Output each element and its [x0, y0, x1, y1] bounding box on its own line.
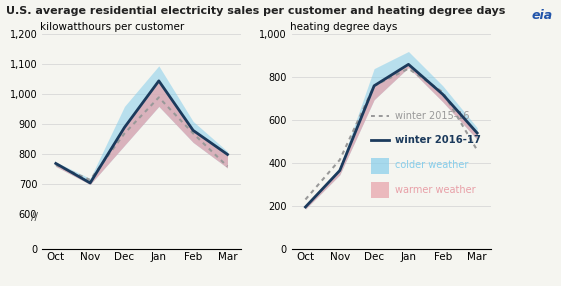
- Text: eia: eia: [531, 9, 553, 21]
- Text: U.S. average residential electricity sales per customer and heating degree days: U.S. average residential electricity sal…: [6, 6, 505, 16]
- Text: warmer weather: warmer weather: [396, 185, 476, 195]
- Bar: [371, 158, 389, 174]
- Text: //: //: [31, 212, 38, 222]
- Text: winter 2016-17: winter 2016-17: [396, 136, 481, 146]
- Bar: [371, 182, 389, 198]
- Text: kilowatthours per customer: kilowatthours per customer: [40, 22, 185, 32]
- Text: heating degree days: heating degree days: [289, 22, 397, 32]
- Text: winter 2015-16: winter 2015-16: [396, 111, 470, 121]
- Text: colder weather: colder weather: [396, 160, 468, 170]
